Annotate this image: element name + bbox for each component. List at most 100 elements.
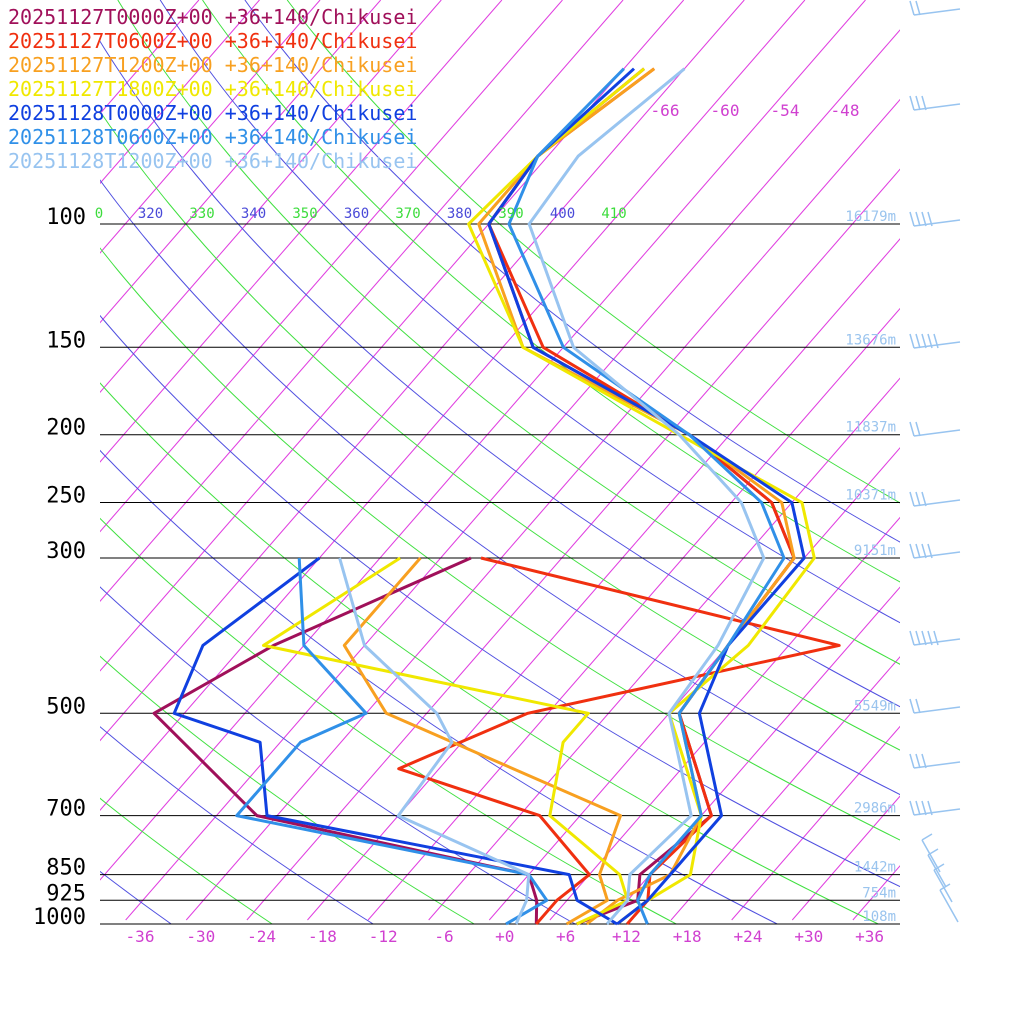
wind-barb-feather xyxy=(921,753,927,769)
isotherm-line xyxy=(100,0,806,811)
temperature-tick-label: -12 xyxy=(369,927,398,946)
isotherm-line xyxy=(185,98,900,921)
isotherm-line xyxy=(488,447,900,921)
wind-barb-feather xyxy=(909,543,915,559)
theta-label: 350 xyxy=(292,206,317,222)
isotherm-line xyxy=(852,865,900,921)
wind-barb xyxy=(913,761,961,769)
upper-temperature-label: -66 xyxy=(651,101,680,120)
temperature-tick-label: +0 xyxy=(495,927,514,946)
height-label: 16179m xyxy=(845,209,896,225)
wind-barb-feather xyxy=(915,698,921,714)
legend-entry: 20251127T0000Z+00 +36+140/Chikusei xyxy=(8,5,417,29)
isotherm-line xyxy=(913,0,1024,920)
wind-barb-feather xyxy=(909,0,915,16)
grid-clip xyxy=(100,0,1024,924)
dry-adiabat-line xyxy=(286,0,900,504)
dry-adiabat-line xyxy=(159,0,900,624)
theta-label: 0 xyxy=(95,206,103,222)
theta-label: 360 xyxy=(344,206,369,222)
temperature-tick-label: -36 xyxy=(126,927,155,946)
dry-adiabat-line xyxy=(100,726,374,924)
theta-label: 370 xyxy=(395,206,420,222)
temperature-line xyxy=(487,67,796,926)
dry-adiabat-line xyxy=(100,314,900,888)
isotherm-line xyxy=(428,377,900,921)
wind-barb-feather xyxy=(933,333,939,349)
dry-adiabat-line xyxy=(100,40,900,708)
wind-barb-feather xyxy=(915,630,921,646)
wind-barbs xyxy=(909,0,961,923)
wind-barb-feather xyxy=(927,333,933,349)
wind-barb xyxy=(913,103,961,111)
wind-barb-feather xyxy=(915,421,921,437)
isotherm-line xyxy=(246,168,900,921)
temperature-line xyxy=(467,67,816,926)
pressure-label: 250 xyxy=(46,484,86,509)
wind-barb-feather xyxy=(927,800,933,816)
dewpoint-line xyxy=(172,556,618,926)
wind-barb-feather xyxy=(915,491,921,507)
isotherm-line xyxy=(100,0,503,463)
dry-adiabat-line xyxy=(202,0,900,583)
temperature-tick-label: -24 xyxy=(247,927,276,946)
dry-adiabat-line xyxy=(100,110,900,751)
isotherm-line xyxy=(100,0,685,672)
wind-barb-feather xyxy=(921,630,927,646)
wind-barb-feather xyxy=(915,0,921,16)
legend-entry: 20251128T1200Z+00 +36+140/Chikusei xyxy=(8,149,417,173)
dewpoint-line xyxy=(338,557,531,925)
wind-barb xyxy=(913,8,961,16)
theta-label: 410 xyxy=(601,206,626,222)
temperature-tick-label: +36 xyxy=(855,927,884,946)
legend-entry: 20251128T0600Z+00 +36+140/Chikusei xyxy=(8,125,417,149)
wind-barb-feather xyxy=(909,333,915,349)
dewpoint-line xyxy=(262,556,630,926)
dry-adiabat-line xyxy=(117,0,900,665)
temperature-tick-label: +24 xyxy=(734,927,763,946)
wind-barb-feather xyxy=(915,753,921,769)
height-label: 11837m xyxy=(845,420,896,436)
wind-barb xyxy=(933,869,953,903)
wind-barb xyxy=(913,808,961,816)
wind-barb-feather xyxy=(933,863,945,871)
height-label: 10371m xyxy=(845,488,896,504)
wind-barb-feather xyxy=(927,630,933,646)
temperature-tick-label: +18 xyxy=(673,927,702,946)
isotherm-line xyxy=(610,586,900,921)
theta-label: 330 xyxy=(189,206,214,222)
isotherm-line xyxy=(100,0,321,254)
wind-barb-feather xyxy=(933,630,939,646)
height-label: 2986m xyxy=(854,801,896,817)
wind-barb xyxy=(913,551,961,559)
dry-adiabat-line xyxy=(100,586,576,924)
wind-barb-feather xyxy=(909,95,915,111)
temperature-tick-label: +12 xyxy=(612,927,641,946)
isotherm-line xyxy=(100,0,866,881)
wind-barb-feather xyxy=(915,543,921,559)
isotherm-line xyxy=(549,516,900,921)
isotherm-line xyxy=(100,0,260,185)
dry-adiabat-line xyxy=(100,655,475,924)
isotherm-line xyxy=(307,238,900,921)
wind-barb-feather xyxy=(915,333,921,349)
dry-adiabat-line xyxy=(100,382,879,924)
wind-barb-feather xyxy=(909,491,915,507)
pressure-label: 850 xyxy=(46,856,86,881)
wind-barb-feather xyxy=(909,800,915,816)
pressure-label: 500 xyxy=(46,694,86,719)
theta-label: 320 xyxy=(138,206,163,222)
dry-adiabat-line xyxy=(100,179,900,796)
isotherm-line xyxy=(367,307,900,921)
theta-label: 380 xyxy=(447,206,472,222)
upper-temperature-label: -48 xyxy=(831,101,860,120)
wind-barb-feather xyxy=(915,800,921,816)
wind-barb-feather xyxy=(921,491,927,507)
temperature-tick-label: +30 xyxy=(794,927,823,946)
wind-barb-feather xyxy=(909,753,915,769)
wind-barb-feather xyxy=(915,211,921,227)
chart-series xyxy=(152,67,841,926)
isotherm-line xyxy=(731,725,900,921)
temperature-tick-label: -6 xyxy=(434,927,453,946)
